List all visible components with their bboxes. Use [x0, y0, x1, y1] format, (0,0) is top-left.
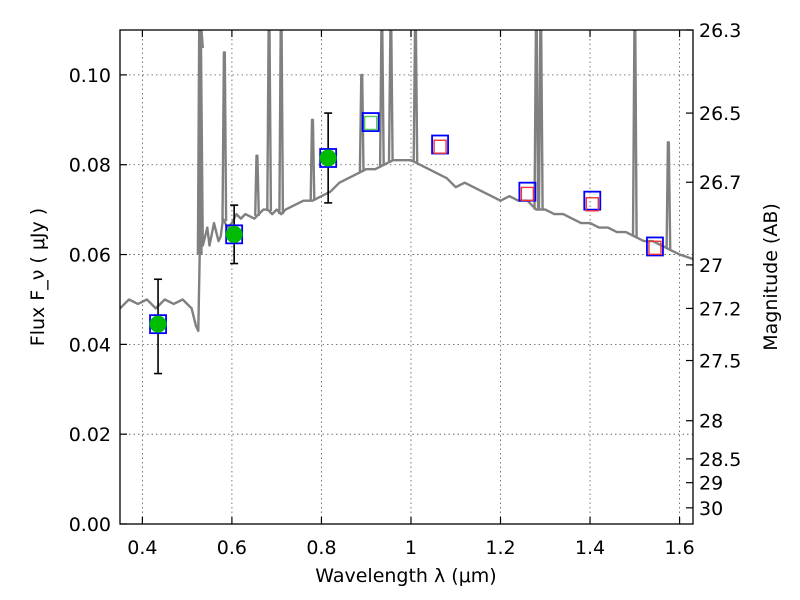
x-axis-label: Wavelength λ (μm)	[315, 565, 496, 587]
emission-line	[412, 30, 419, 163]
model-band-square	[646, 236, 664, 257]
right-tick-label: 27.2	[699, 298, 741, 320]
emission-line	[533, 30, 540, 210]
emission-line	[196, 30, 203, 255]
emission-line	[378, 30, 385, 166]
x-tick-label: 1.4	[575, 537, 605, 559]
upper-limit-square	[585, 197, 599, 212]
photometry-markers	[149, 112, 664, 375]
emission-line	[665, 141, 672, 249]
emission-line	[221, 51, 228, 222]
emission-line	[254, 154, 260, 216]
y-tick-label: 0.10	[69, 65, 111, 87]
x-tick-label: 0.6	[217, 537, 247, 559]
grid	[120, 30, 693, 525]
x-tick-label: 0.4	[127, 537, 157, 559]
upper-limit-square	[363, 115, 378, 131]
right-tick-label: 28	[699, 411, 723, 433]
y-tick-label: 0.06	[69, 245, 111, 267]
measured-flux-point	[225, 225, 243, 243]
upper-limit-square	[433, 139, 447, 154]
measured-flux-point	[149, 315, 167, 333]
emission-line	[387, 30, 394, 162]
y-tick-label: 0.04	[69, 334, 111, 356]
emission-line	[309, 118, 316, 201]
emission-line	[631, 30, 638, 237]
x-tick-label: 0.8	[306, 537, 336, 559]
emission-line	[198, 30, 204, 49]
upper-limit-square	[520, 186, 535, 202]
measured-flux-point	[319, 149, 337, 167]
y-axis-label: Flux F_ν ( μJy )	[27, 208, 49, 346]
right-axis-ticks: 26.3 26.5 26.7 27 27.2 27.5 28 28.529 30	[686, 20, 741, 520]
right-tick-label: 26.7	[699, 172, 741, 194]
emission-line	[537, 30, 544, 210]
x-tick-label: 1	[405, 537, 417, 559]
y-tick-label: 0.00	[69, 514, 111, 536]
y-tick-label: 0.08	[69, 155, 111, 177]
upper-limit-square	[648, 240, 662, 256]
model-band-square	[583, 190, 602, 211]
x-axis-ticks: 0.4 0.6 0.8 1 1.2 1.4 1.6	[127, 30, 695, 559]
y-tick-label: 0.02	[69, 424, 111, 446]
right-axis-label: Magnitude (AB)	[760, 203, 782, 351]
x-tick-label: 1.2	[485, 537, 515, 559]
spectrum-continuum	[120, 46, 693, 333]
right-tick-label: 27.5	[699, 351, 741, 373]
emission-line	[278, 30, 285, 215]
x-tick-label: 1.6	[664, 537, 694, 559]
right-tick-label: 28.5	[699, 449, 741, 471]
y-axis-ticks: 0.00 0.02 0.04 0.06 0.08 0.10	[69, 65, 127, 536]
right-tick-label: 26.3	[699, 20, 741, 42]
emission-line	[266, 30, 273, 212]
right-tick-label: 27	[699, 255, 723, 277]
plot-frame	[119, 29, 694, 525]
right-tick-label: 26.5	[699, 103, 741, 125]
model-band-square	[361, 112, 380, 132]
right-tick-label: 30	[699, 498, 723, 520]
right-tick-label: 29	[699, 473, 723, 495]
